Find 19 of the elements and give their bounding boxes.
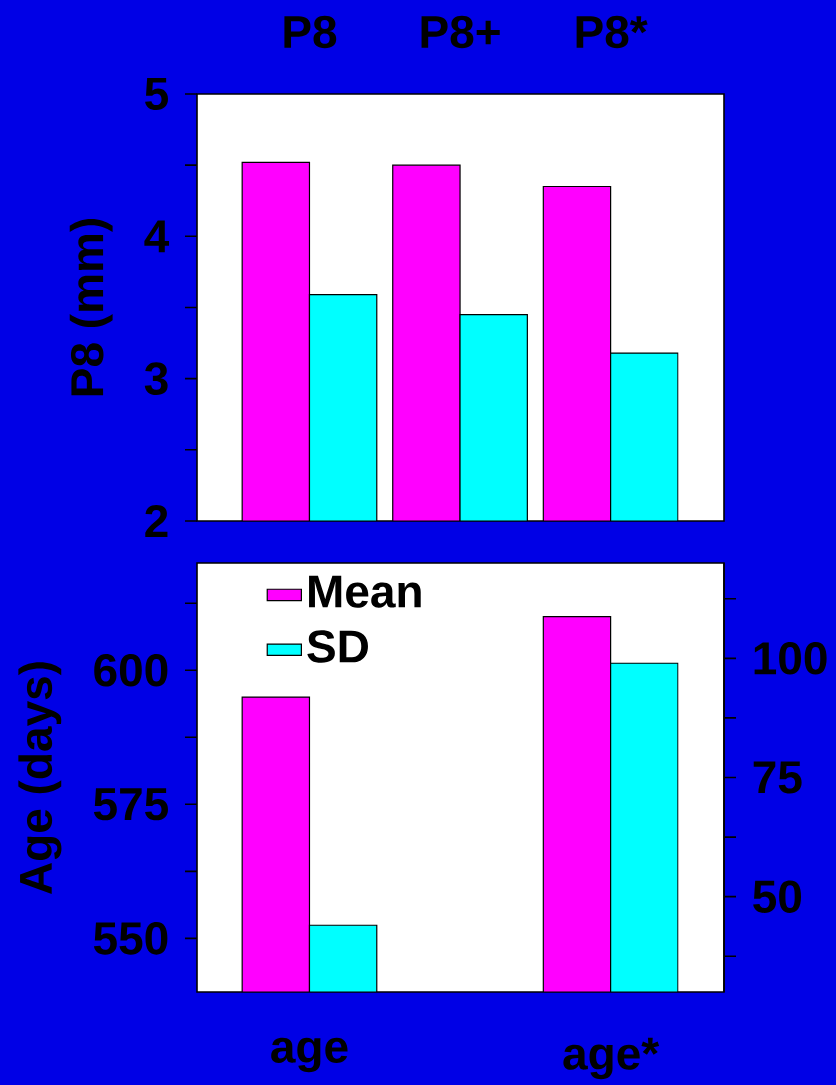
y2-tick-label: 50 bbox=[753, 880, 802, 913]
y-tick-label: 5 bbox=[145, 77, 168, 111]
x-tick-label: P8+ bbox=[421, 15, 500, 49]
x-tick-label: age* bbox=[563, 1037, 660, 1080]
y-tick-label: 3 bbox=[144, 362, 168, 395]
legend-label: SD bbox=[307, 630, 368, 663]
y2-tick-label: 100 bbox=[754, 642, 827, 675]
y2-tick-label: 75 bbox=[753, 761, 802, 794]
legend-label: Mean bbox=[309, 575, 421, 608]
y-tick-label: 4 bbox=[144, 220, 170, 253]
y-tick-label: 2 bbox=[145, 504, 168, 538]
y-axis-title: Age (days) bbox=[18, 662, 62, 894]
x-tick-label: age bbox=[271, 1037, 348, 1073]
y-tick-label: 550 bbox=[93, 922, 168, 955]
y-axis-title: P8 (mm) bbox=[69, 219, 113, 396]
y-tick-label: 600 bbox=[94, 653, 168, 687]
x-tick-label: P8 bbox=[284, 15, 337, 49]
x-tick-label: P8* bbox=[576, 15, 648, 49]
y-tick-label: 575 bbox=[93, 788, 168, 821]
